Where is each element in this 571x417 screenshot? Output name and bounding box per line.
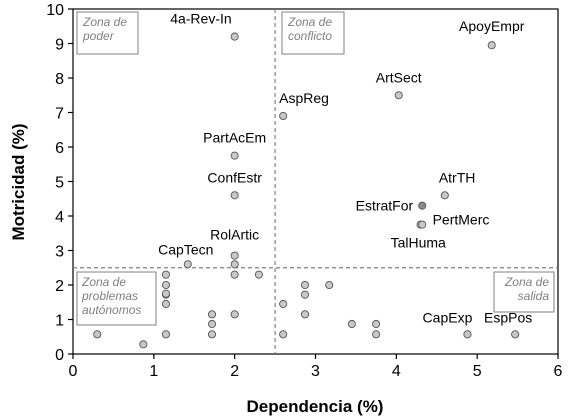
data-point — [230, 310, 239, 319]
zone-label-text: problemas — [81, 289, 138, 303]
y-tick-label: 2 — [55, 278, 64, 295]
zone-label-text: Zona de — [287, 15, 332, 29]
data-point — [372, 330, 381, 339]
data-point — [463, 330, 472, 339]
y-tick-label: 6 — [55, 140, 64, 157]
data-point — [279, 111, 288, 120]
y-tick-label: 4 — [55, 209, 64, 226]
x-tick-label: 1 — [149, 363, 158, 380]
data-point — [511, 330, 520, 339]
point-label: AtrTH — [439, 169, 476, 185]
data-point — [279, 299, 288, 309]
data-point — [418, 220, 427, 229]
point-label: ArtSect — [376, 69, 422, 85]
y-tick-label: 0 — [55, 347, 64, 364]
data-point — [230, 191, 239, 200]
data-point — [394, 91, 403, 100]
data-point — [230, 270, 239, 279]
data-point — [161, 280, 171, 290]
data-point — [487, 41, 496, 50]
data-point — [207, 330, 217, 339]
data-point — [279, 330, 288, 339]
data-point — [254, 270, 263, 279]
data-point — [230, 260, 239, 269]
data-point — [230, 151, 239, 160]
y-tick-label: 3 — [55, 244, 64, 261]
x-tick-label: 3 — [311, 363, 320, 380]
x-tick-label: 2 — [230, 363, 239, 380]
data-point — [93, 330, 102, 339]
y-tick-label: 1 — [55, 313, 64, 330]
data-point — [161, 289, 171, 298]
x-tick-label: 0 — [69, 363, 78, 380]
data-point — [372, 319, 381, 329]
point-label: ConfEstr — [207, 169, 262, 185]
y-tick-label: 7 — [55, 106, 64, 123]
data-point — [300, 310, 310, 319]
data-point — [139, 340, 148, 349]
data-point — [300, 280, 310, 290]
zone-box-border — [76, 271, 157, 326]
zone-label-text: Zona de — [81, 275, 126, 289]
point-label: CapTecn — [158, 241, 213, 257]
data-point — [183, 260, 192, 269]
data-point — [161, 270, 171, 279]
zone-label-text: poder — [82, 29, 115, 43]
point-label: TalHuma — [391, 235, 446, 251]
data-point — [440, 191, 449, 200]
x-tick-label: 6 — [554, 363, 563, 380]
data-point — [207, 319, 217, 329]
data-point — [207, 310, 217, 319]
zone-label-text: autónomos — [82, 303, 141, 317]
data-point — [418, 201, 427, 210]
y-tick-label: 10 — [46, 2, 64, 19]
data-point — [347, 319, 356, 329]
zone-label-text: salida — [518, 289, 550, 303]
y-tick-label: 9 — [55, 37, 64, 54]
point-label: PartAcEm — [203, 130, 266, 146]
x-tick-label: 5 — [473, 363, 482, 380]
data-point — [161, 299, 171, 309]
data-point — [230, 32, 239, 41]
zone-label-text: Zona de — [504, 275, 549, 289]
point-label: 4a-Rev-In — [170, 11, 231, 27]
point-label: EspPos — [484, 309, 532, 325]
zone-box-border — [76, 11, 139, 55]
data-point — [161, 330, 171, 339]
point-label: EstratFor — [356, 198, 414, 214]
y-tick-label: 8 — [55, 71, 64, 88]
zone-label-text: conflicto — [288, 29, 332, 43]
x-axis-title: Dependencia (%) — [247, 397, 384, 416]
data-point — [300, 290, 310, 299]
point-label: RolArtic — [210, 227, 259, 243]
data-point — [325, 280, 334, 290]
point-label: CapExp — [423, 309, 473, 325]
x-tick-label: 4 — [392, 363, 401, 380]
y-axis-title: Motricidad (%) — [9, 123, 28, 240]
data-point — [230, 251, 239, 260]
point-label: PertMerc — [433, 212, 490, 228]
y-tick-label: 5 — [55, 175, 64, 192]
zone-label-text: Zona de — [82, 15, 127, 29]
zone-box-border — [281, 11, 345, 55]
point-label: ApoyEmpr — [459, 18, 525, 34]
point-label: AspReg — [279, 90, 329, 106]
zone-box-border — [493, 271, 555, 313]
